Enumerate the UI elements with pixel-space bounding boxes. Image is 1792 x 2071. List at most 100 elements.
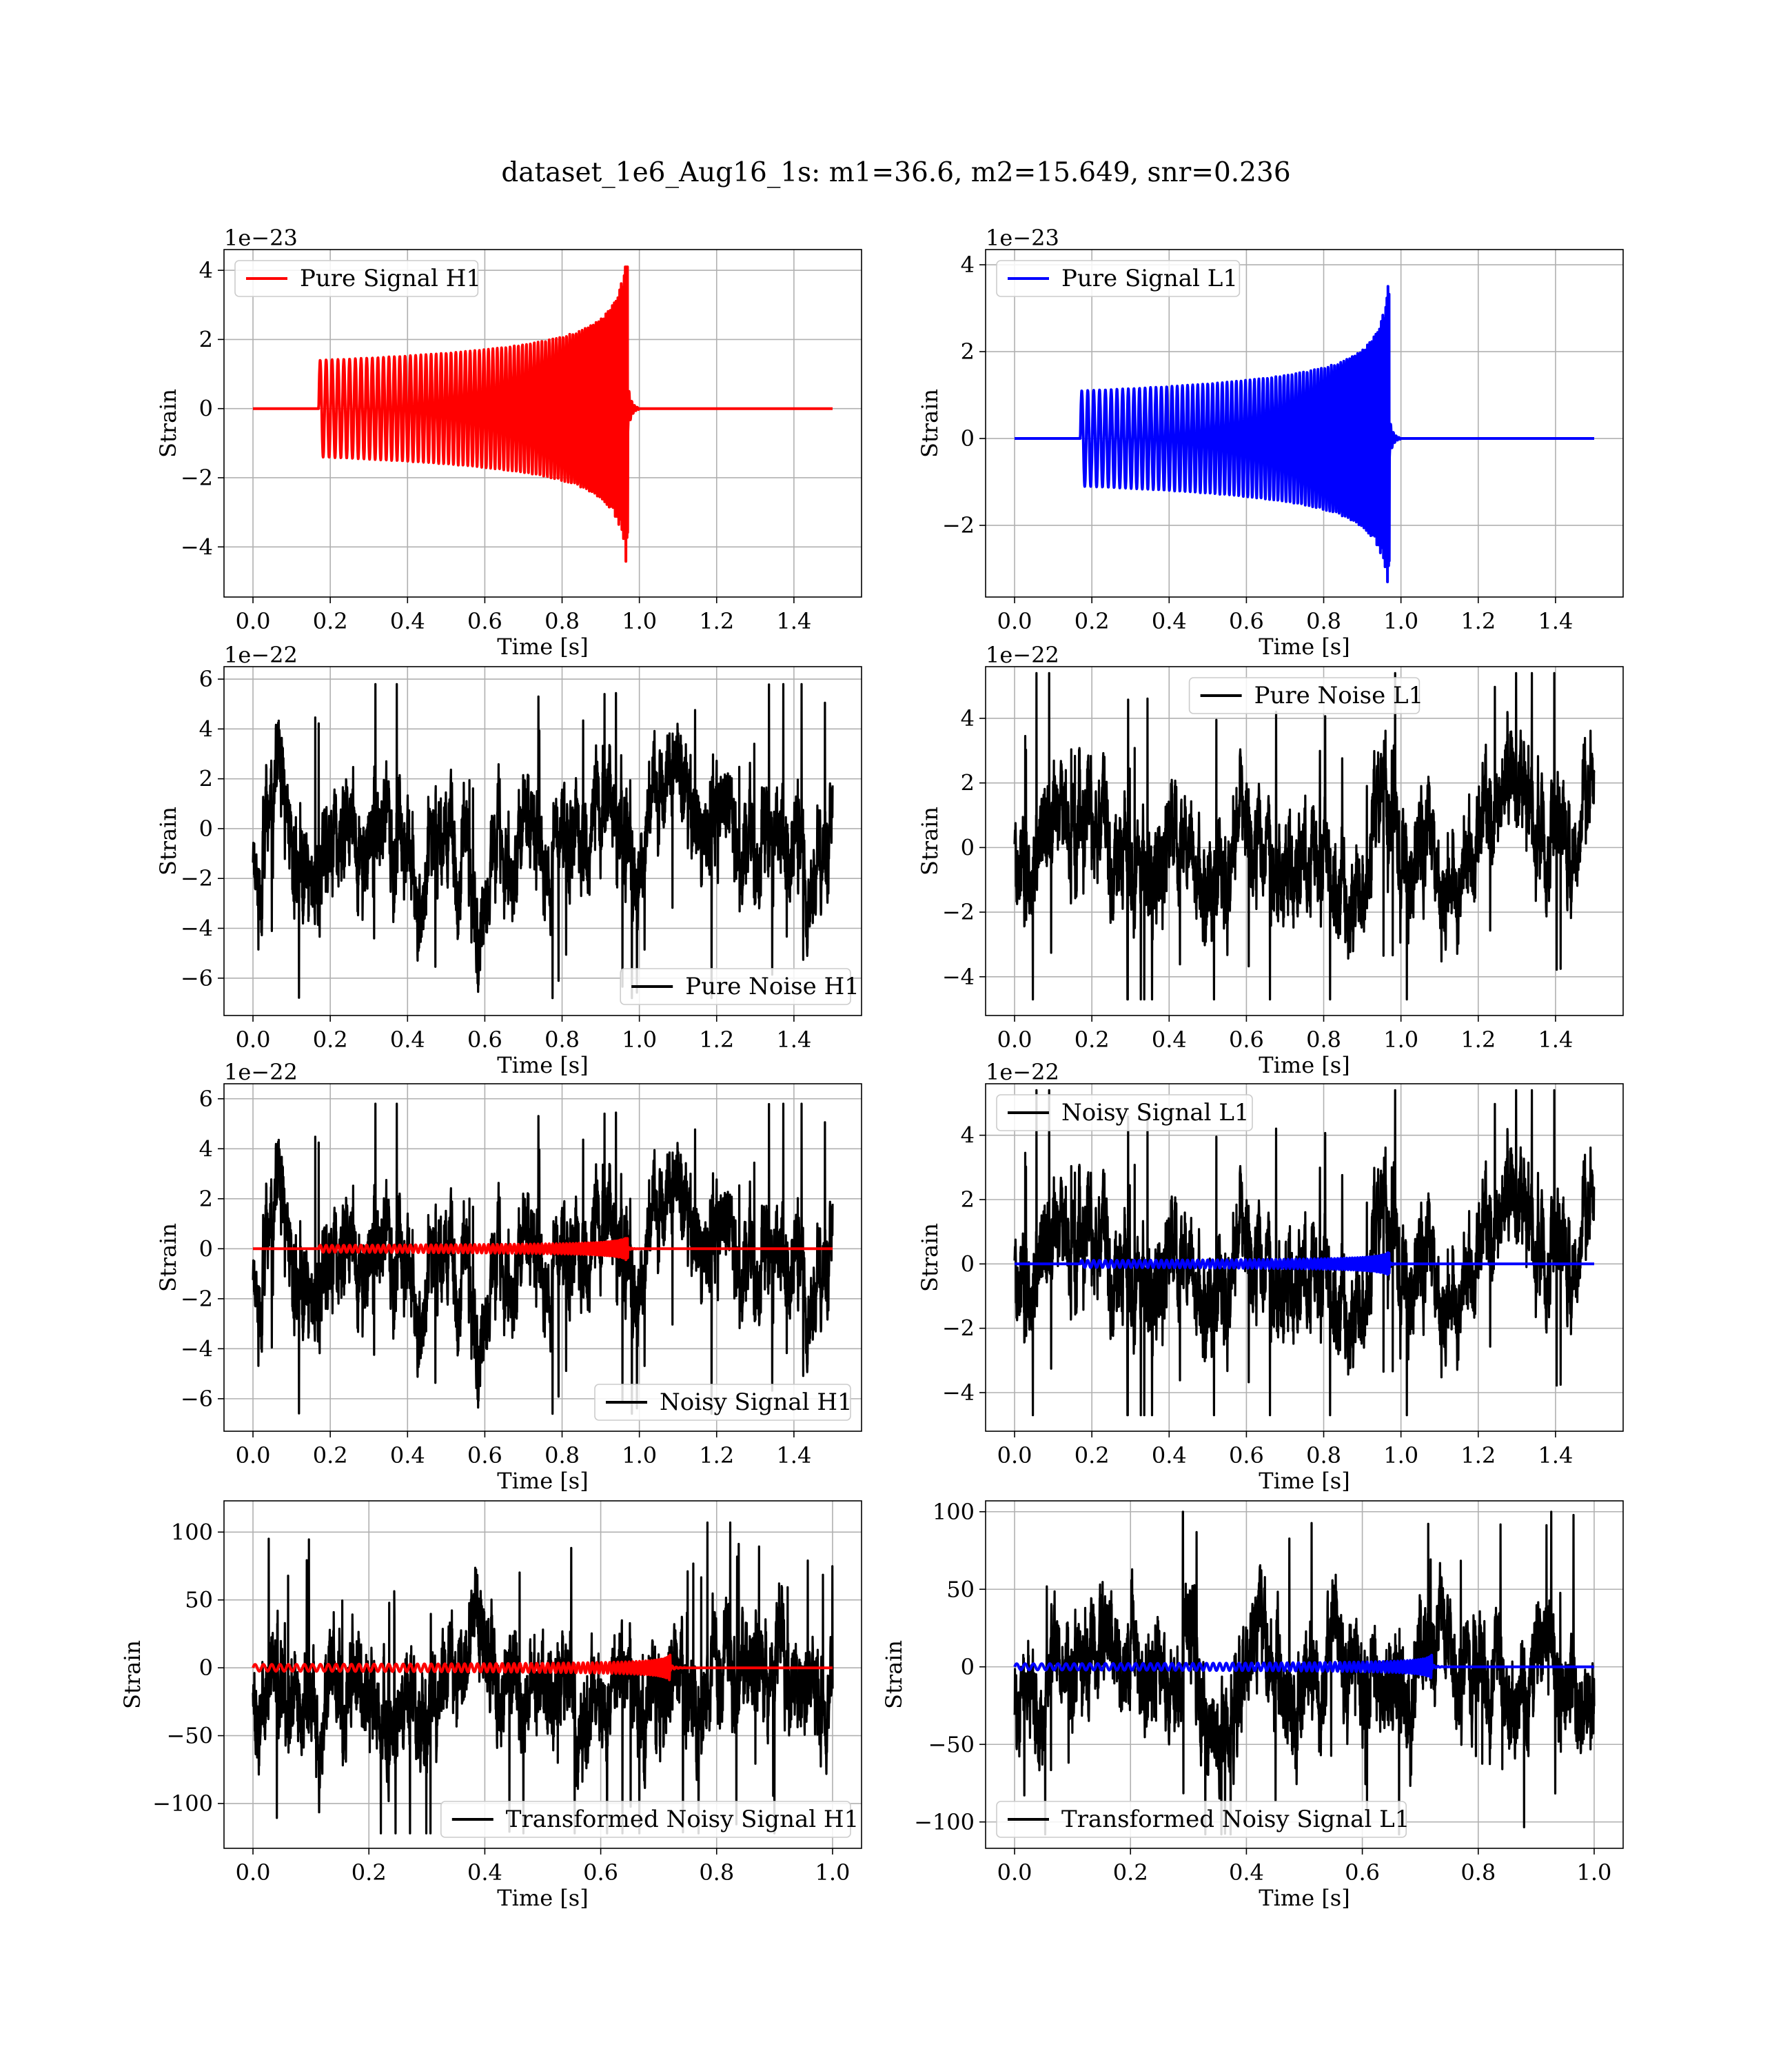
- x-tick-label: 0.4: [390, 1027, 425, 1053]
- y-tick-label: 0: [199, 1235, 213, 1262]
- x-tick-label: 1.4: [776, 1442, 811, 1468]
- offset-label: 1e−22: [224, 642, 298, 668]
- series-line-signal-overlay-1: [252, 1237, 834, 1262]
- legend-label: Noisy Signal H1: [660, 1388, 853, 1416]
- x-tick-label: 0.0: [997, 608, 1032, 634]
- x-tick-label: 1.2: [699, 608, 734, 634]
- x-tick-label: 0.4: [390, 608, 425, 634]
- y-tick-label: 0: [199, 396, 213, 422]
- x-tick-label: 0.4: [1152, 1442, 1187, 1468]
- y-tick-label: 2: [961, 1186, 975, 1213]
- x-axis-label: Time [s]: [497, 1468, 588, 1494]
- x-tick-label: 1.2: [1460, 608, 1496, 634]
- y-axis-label: Strain: [917, 389, 943, 458]
- legend-box: [440, 1801, 851, 1838]
- x-tick-label: 0.6: [1229, 1442, 1264, 1468]
- legend-label: Transformed Noisy Signal L1: [1061, 1806, 1409, 1833]
- x-tick-label: 0.4: [1152, 608, 1187, 634]
- x-axis-label: Time [s]: [1259, 1052, 1350, 1078]
- x-axis-label: Time [s]: [497, 1885, 588, 1911]
- y-tick-label: −2: [181, 465, 213, 491]
- x-tick-label: 1.0: [1383, 608, 1418, 634]
- series-line-transformed-noisy-signal-l1: [1013, 1511, 1596, 1836]
- legend: Noisy Signal L1: [996, 1094, 1253, 1131]
- y-tick-label: 100: [171, 1519, 213, 1545]
- y-tick-label: 2: [961, 770, 975, 796]
- series-line-noisy-signal-l1: [1013, 1089, 1596, 1417]
- y-tick-label: 0: [961, 1251, 975, 1277]
- x-axis-label: Time [s]: [1259, 1885, 1350, 1911]
- series-line-signal-overlay-1: [252, 1653, 834, 1681]
- y-tick-label: 4: [961, 705, 975, 731]
- legend: Noisy Signal H1: [594, 1384, 853, 1421]
- y-tick-label: −100: [152, 1790, 213, 1817]
- x-tick-label: 1.0: [1577, 1859, 1612, 1886]
- y-tick-label: 50: [946, 1576, 975, 1602]
- y-tick-label: −4: [942, 964, 975, 990]
- y-tick-label: 4: [961, 252, 975, 278]
- subplot-noisy-signal-h1: 0.0 0.2 0.4 0.6 0.8 1.0 1.2 1.4 −6 −4 −2 0 2 4 6 Time […: [155, 1059, 862, 1494]
- legend-label: Pure Signal L1: [1061, 265, 1238, 292]
- y-tick-label: 0: [199, 1655, 213, 1681]
- y-axis-label: Strain: [917, 807, 943, 876]
- y-tick-label: 4: [199, 257, 213, 283]
- x-tick-label: 0.4: [467, 1859, 502, 1886]
- x-tick-label: 1.0: [1383, 1442, 1418, 1468]
- x-tick-label: 0.2: [313, 1027, 348, 1053]
- legend: Pure Signal L1: [996, 260, 1241, 297]
- legend-box: [996, 260, 1241, 297]
- legend: Pure Noise L1: [1188, 677, 1424, 714]
- legend-label: Noisy Signal L1: [1061, 1099, 1250, 1127]
- y-tick-label: −2: [942, 512, 975, 538]
- legend-label: Pure Noise L1: [1254, 682, 1424, 709]
- y-tick-label: −2: [942, 899, 975, 925]
- x-tick-label: 0.0: [236, 1442, 271, 1468]
- x-tick-label: 1.2: [699, 1442, 734, 1468]
- series-line-pure-noise-h1: [252, 683, 834, 1000]
- y-tick-label: −50: [928, 1731, 975, 1757]
- y-tick-label: 0: [961, 425, 975, 452]
- x-tick-label: 0.2: [313, 1442, 348, 1468]
- x-tick-label: 1.4: [776, 608, 811, 634]
- x-tick-label: 0.2: [1075, 608, 1110, 634]
- y-tick-label: 0: [961, 834, 975, 860]
- y-tick-label: −4: [181, 916, 213, 942]
- legend: Pure Noise H1: [620, 968, 859, 1005]
- y-axis-label: Strain: [881, 1640, 907, 1709]
- y-tick-label: 100: [933, 1499, 975, 1525]
- series-line-pure-signal-h1: [252, 265, 834, 563]
- series-line-pure-noise-l1: [1013, 671, 1596, 1001]
- x-tick-label: 1.0: [1383, 1027, 1418, 1053]
- x-tick-label: 0.0: [997, 1859, 1032, 1886]
- y-axis-label: Strain: [155, 389, 181, 458]
- x-tick-label: 0.8: [1306, 608, 1341, 634]
- y-tick-label: −4: [942, 1380, 975, 1406]
- x-tick-label: 1.4: [1538, 608, 1573, 634]
- x-tick-label: 0.8: [1306, 1027, 1341, 1053]
- legend: Transformed Noisy Signal L1: [996, 1801, 1409, 1838]
- legend-box: [594, 1384, 851, 1421]
- axes-frame: [985, 1083, 1624, 1432]
- offset-label: 1e−22: [224, 1059, 298, 1085]
- x-tick-label: 0.4: [1152, 1027, 1187, 1053]
- y-tick-label: 6: [199, 666, 213, 692]
- offset-label: 1e−22: [986, 1059, 1059, 1085]
- x-tick-label: 1.4: [1538, 1442, 1573, 1468]
- x-tick-label: 0.8: [544, 1027, 580, 1053]
- y-tick-label: −2: [181, 1286, 213, 1312]
- y-axis-label: Strain: [155, 807, 181, 876]
- x-tick-label: 0.6: [467, 608, 502, 634]
- series-line-noisy-signal-h1: [252, 1102, 834, 1415]
- series-line-pure-signal-l1: [1013, 285, 1596, 583]
- series-line-signal-overlay-1: [1013, 1653, 1596, 1679]
- y-tick-label: 2: [199, 766, 213, 792]
- x-axis-label: Time [s]: [497, 634, 588, 660]
- y-tick-label: 4: [199, 1135, 213, 1162]
- offset-label: 1e−23: [224, 225, 298, 251]
- legend-label: Transformed Noisy Signal H1: [506, 1806, 859, 1833]
- x-axis-label: Time [s]: [1259, 634, 1350, 660]
- y-tick-label: 2: [199, 1186, 213, 1212]
- x-tick-label: 0.2: [1075, 1027, 1110, 1053]
